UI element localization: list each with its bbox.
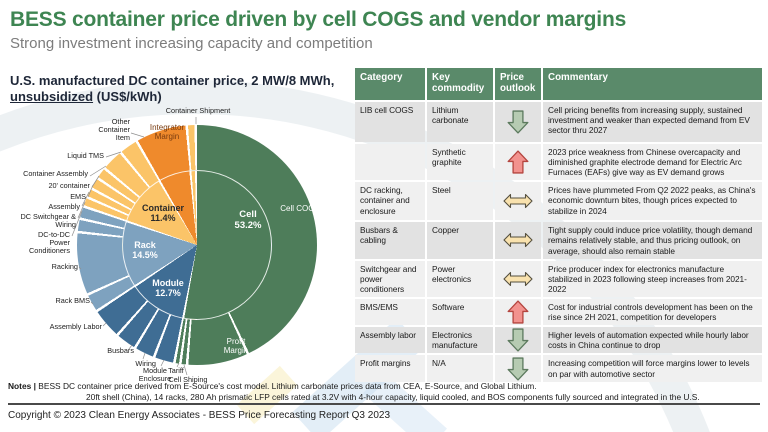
arrow-stable-icon (503, 193, 533, 209)
table-cell-category (355, 144, 425, 181)
table-cell-commodity: Steel (427, 182, 493, 221)
segment-label-dc-switchgear-wiring: DC Switchgear & Wiring (20, 212, 76, 230)
page-subtitle: Strong investment increasing capacity an… (10, 35, 373, 52)
table-cell-category: DC racking, container and enclosure (355, 182, 425, 221)
table-cell-commentary: Cost for industrial controls development… (543, 298, 762, 326)
arrow-stable-icon (503, 271, 533, 287)
table-cell-commentary: Prices have plummeted From Q2 2022 peaks… (543, 182, 762, 221)
table-cell-category: Busbars & cabling (355, 222, 425, 259)
notes-line1: BESS DC container price derived from E-S… (38, 381, 537, 391)
segment-label-module-enclosure: Module Enclosure (138, 366, 172, 384)
table-cell-commodity: Synthetic graphite (427, 144, 493, 181)
table-cell-category: Assembly labor (355, 327, 425, 354)
segment-label-cell-shiping: Cell Shiping (168, 375, 208, 384)
table-cell-category: Switchgear and power conditioners (355, 260, 425, 297)
segment-label-integrator-margin: Integrator Margin (149, 123, 185, 141)
table-cell-commodity: Electronics manufacture (427, 327, 493, 354)
table-cell-category: BMS/EMS (355, 298, 425, 326)
table-cell-commodity: Copper (427, 222, 493, 259)
table-cell-commentary: Cell pricing benefits from increasing su… (543, 102, 762, 142)
arrow-up-icon (507, 150, 529, 174)
table-cell-commentary: Tight supply could induce price volatili… (543, 222, 762, 259)
price-outlook-cell (495, 222, 541, 259)
notes-label: Notes | (8, 381, 36, 391)
segment-label-20ft-container: 20' container (48, 181, 90, 190)
inner-label-rack: Rack 14.5% (132, 240, 158, 261)
segment-label-assembly-labor: Assembly Labor (49, 322, 102, 331)
footer-divider (8, 403, 760, 405)
arrow-down-icon (507, 110, 529, 134)
outlook-table: Category Key commodity Price outlook Com… (355, 68, 762, 382)
segment-label-ems: EMS (70, 192, 86, 201)
inner-label-module: Module 12.7% (152, 278, 184, 299)
table-cell-commentary: Increasing competition will force margin… (543, 355, 762, 382)
column-header-category: Category (355, 68, 425, 100)
price-outlook-cell (495, 355, 541, 382)
segment-label-dc-to-dc-power-conditioners: DC-to-DC Power Conditioners (29, 230, 70, 256)
price-outlook-cell (495, 260, 541, 297)
price-outlook-cell (495, 327, 541, 354)
table-cell-commodity: Lithium carbonate (427, 102, 493, 142)
table-cell-commodity: N/A (427, 355, 493, 382)
arrow-down-icon (507, 328, 529, 352)
chart-heading-line1: U.S. manufactured DC container price, 2 … (10, 73, 335, 88)
arrow-down-icon (507, 357, 529, 381)
segment-label-racking: Racking (51, 262, 78, 271)
segment-label-liquid-tms: Liquid TMS (67, 151, 104, 160)
table-cell-commodity: Power electronics (427, 260, 493, 297)
chart-heading: U.S. manufactured DC container price, 2 … (10, 73, 355, 106)
price-outlook-cell (495, 144, 541, 181)
price-outlook-cell (495, 102, 541, 142)
segment-label-container-assembly: Container Assembly (23, 169, 88, 178)
table-cell-category: Profit margins (355, 355, 425, 382)
notes-line2: 20ft shell (China), 14 racks, 280 Ah pri… (86, 391, 700, 402)
table-cell-commodity: Software (427, 298, 493, 326)
segment-label-busbars: Busbars (107, 346, 134, 355)
arrow-stable-icon (503, 232, 533, 248)
segment-label-tariff: Tariff (168, 366, 184, 375)
segment-label-assembly: Assembly (48, 202, 80, 211)
segment-label-container-shipment: Container Shipment (165, 106, 231, 115)
price-outlook-cell (495, 182, 541, 221)
table-cell-commentary: 2023 price weakness from Chinese overcap… (543, 144, 762, 181)
slide-header: BESS container price driven by cell COGS… (10, 8, 626, 52)
table-cell-category: LIB cell COGS (355, 102, 425, 142)
copyright-text: Copyright © 2023 Clean Energy Associates… (8, 410, 391, 421)
table-cell-commentary: Higher levels of automation expected whi… (543, 327, 762, 354)
arrow-up-icon (507, 300, 529, 324)
segment-label-rack-bms: Rack BMS (55, 296, 90, 305)
page-title: BESS container price driven by cell COGS… (10, 8, 627, 31)
column-header-commodity: Key commodity (427, 68, 493, 100)
column-header-outlook: Price outlook (495, 68, 541, 100)
segment-label-profit-margin: Profit Margin (223, 337, 249, 355)
chart-heading-unsubsidized: unsubsidized (10, 89, 94, 105)
price-outlook-cell (495, 298, 541, 326)
inner-label-container: Container 11.4% (141, 203, 184, 224)
pie-inner-ring (122, 170, 272, 320)
inner-label-cell: Cell 53.2% (234, 209, 262, 231)
notes: Notes | BESS DC container price derived … (8, 381, 760, 403)
segment-label-other-container-item: Other Container Item (98, 117, 130, 143)
segment-label-wiring: Wiring (135, 359, 156, 368)
column-header-commentary: Commentary (543, 68, 762, 100)
table-cell-commentary: Price producer index for electronics man… (543, 260, 762, 297)
chart-heading-units: (US$/kWh) (93, 89, 162, 105)
segment-label-cell-cogs: Cell COGS (280, 204, 320, 213)
